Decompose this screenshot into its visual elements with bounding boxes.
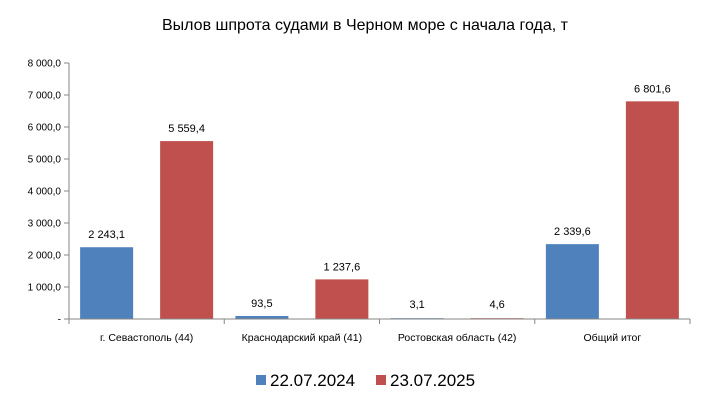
y-tick-label: 1 000,0: [28, 283, 62, 294]
data-label: 93,5: [251, 298, 272, 310]
bar-2025: [625, 101, 679, 319]
legend-swatch: [376, 375, 386, 385]
x-category-label: Краснодарский край (41): [242, 332, 362, 344]
data-labels: 2 243,1 93,5 3,1 2 339,6 5 559,4 1 237,6 4,6 6 …: [88, 83, 670, 311]
y-tick-label: 7 000,0: [28, 91, 62, 102]
y-tick-label: -: [58, 315, 61, 326]
bar-2024: [545, 244, 599, 319]
y-tick-label: 5 000,0: [28, 155, 62, 166]
data-label: 3,1: [409, 299, 424, 311]
legend-label: 22.07.2024: [270, 371, 355, 390]
bar-2025: [160, 141, 214, 319]
data-label: 2 339,6: [554, 226, 591, 238]
y-tick-label: 3 000,0: [28, 219, 62, 230]
data-label: 6 801,6: [634, 83, 671, 95]
data-label: 4,6: [489, 299, 504, 311]
data-label: 1 237,6: [324, 261, 361, 273]
bar-2024: [235, 316, 289, 319]
x-category-label: Ростовская область (42): [398, 332, 517, 344]
data-label: 2 243,1: [88, 229, 125, 241]
x-axis: г. Севастополь (44) Краснодарский край (4…: [68, 318, 691, 344]
legend-label: 23.07.2025: [390, 371, 475, 390]
bar-2024: [80, 247, 134, 319]
data-label: 5 559,4: [168, 123, 205, 135]
bar-2025: [315, 279, 369, 319]
y-tick-label: 6 000,0: [28, 123, 62, 134]
y-tick-label: 8 000,0: [28, 59, 62, 70]
chart-title: Вылов шпрота судами в Черном море с нача…: [162, 17, 569, 34]
y-tick-label: 4 000,0: [28, 187, 62, 198]
legend-swatch: [256, 375, 266, 385]
legend: 22.07.2024 23.07.2025: [256, 371, 475, 390]
y-axis: - 1 000,0 2 000,0 3 000,0 4 000,0 5 000,0 6 00…: [28, 59, 70, 326]
x-category-label: г. Севастополь (44): [100, 332, 193, 344]
x-category-label: Общий итог: [584, 332, 642, 344]
y-tick-label: 2 000,0: [28, 251, 62, 262]
